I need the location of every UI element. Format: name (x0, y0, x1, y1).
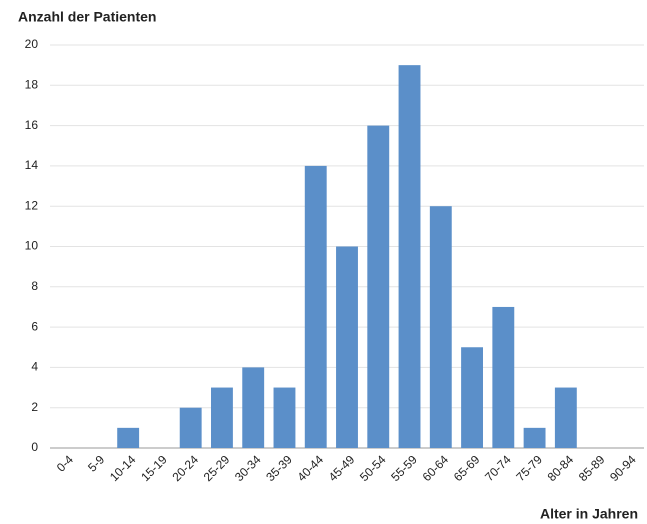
y-tick-label: 20 (25, 37, 39, 51)
bar (398, 65, 421, 449)
bar (242, 367, 265, 448)
y-tick-label: 2 (31, 400, 38, 414)
x-axis-label: Alter in Jahren (540, 506, 638, 522)
bar (461, 347, 483, 448)
x-tick-label: 30-34 (232, 452, 264, 484)
x-tick-label: 80-84 (545, 452, 577, 484)
x-tick-label: 0-4 (54, 452, 76, 474)
y-tick-label: 4 (31, 360, 38, 374)
x-tick-label: 40-44 (294, 452, 326, 484)
y-tick-label: 6 (31, 319, 38, 333)
x-tick-label: 90-94 (607, 452, 639, 484)
x-tick-label: 25-29 (201, 452, 233, 484)
bar (523, 427, 546, 448)
bar (273, 387, 296, 448)
x-tick-label: 45-49 (326, 452, 358, 484)
bar (117, 427, 140, 448)
y-tick-label: 12 (25, 198, 39, 212)
y-tick-label: 0 (31, 440, 38, 454)
x-tick-label: 70-74 (482, 452, 514, 484)
x-tick-label: 55-59 (388, 452, 420, 484)
x-tick-label: 35-39 (263, 452, 295, 484)
x-tick-label: 65-69 (451, 452, 483, 484)
bar (492, 306, 515, 448)
y-tick-label: 18 (25, 77, 39, 91)
x-tick-label: 20-24 (169, 452, 201, 484)
bar (304, 165, 327, 448)
x-tick-label: 10-14 (107, 452, 139, 484)
y-tick-label: 14 (25, 158, 39, 172)
bar (179, 407, 202, 448)
y-tick-label: 16 (25, 118, 39, 132)
x-tick-label: 50-54 (357, 452, 389, 484)
x-tick-label: 85-89 (576, 452, 608, 484)
bar (367, 125, 390, 448)
y-tick-label: 8 (31, 279, 38, 293)
y-tick-label: 10 (25, 239, 39, 253)
x-tick-label: 75-79 (513, 452, 545, 484)
x-tick-label: 5-9 (85, 452, 107, 474)
x-tick-label: 60-64 (420, 452, 452, 484)
chart-title: Anzahl der Patienten (18, 9, 156, 25)
bar (211, 387, 233, 448)
bar (336, 246, 358, 448)
bar (554, 387, 577, 448)
x-tick-label: 15-19 (138, 452, 170, 484)
bar (429, 206, 452, 448)
